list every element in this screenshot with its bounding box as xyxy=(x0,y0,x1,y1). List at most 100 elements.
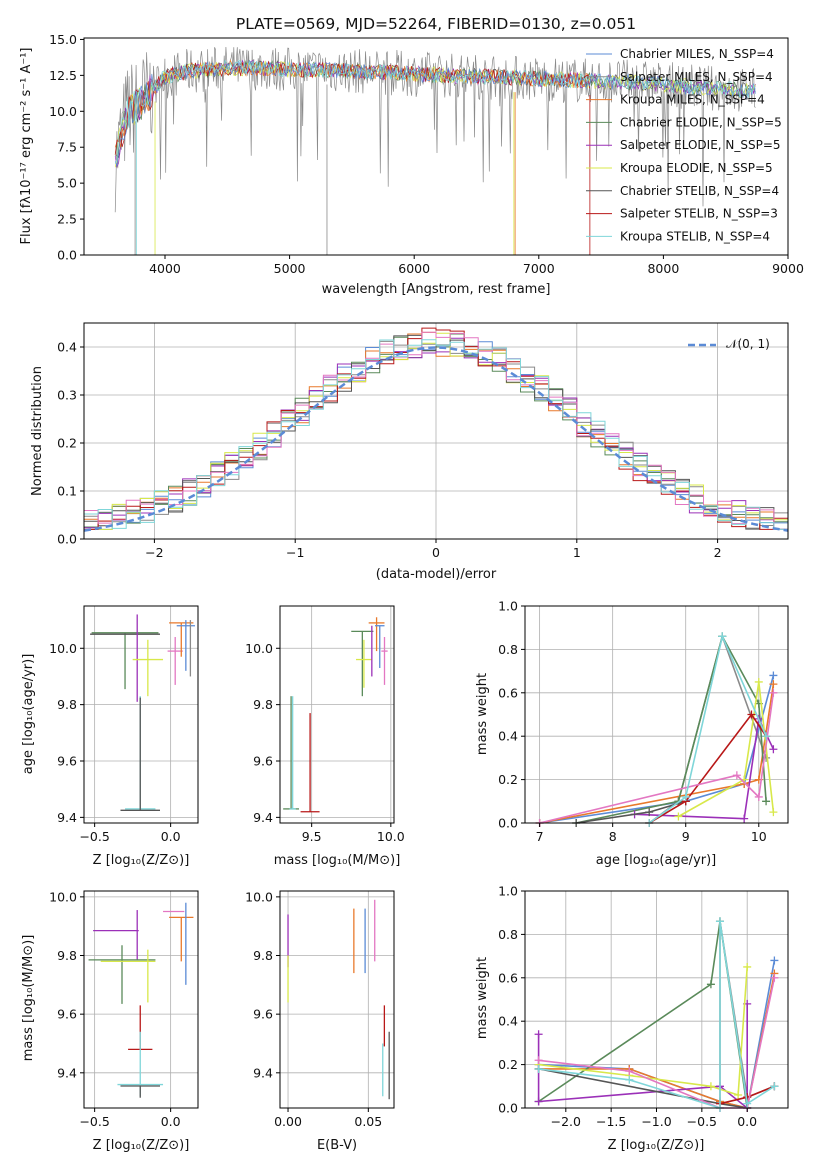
y-tick-label: 0.4 xyxy=(498,1014,518,1029)
x-tick-label: 0.05 xyxy=(354,1114,382,1129)
weight-marker xyxy=(740,814,749,823)
weight-marker xyxy=(534,1030,543,1039)
x-tick-label: 9.5 xyxy=(302,829,322,844)
y-tick-label: 0.0 xyxy=(498,1101,518,1116)
weight-marker xyxy=(732,771,741,780)
weight-marker xyxy=(706,980,715,989)
y-tick-label: 10.0 xyxy=(49,104,77,119)
legend-label: Salpeter ELODIE, N_SSP=5 xyxy=(620,138,781,152)
weight-marker xyxy=(769,745,778,754)
legend-label: Salpeter MILES, N_SSP=4 xyxy=(620,70,773,84)
y-tick-label: 9.6 xyxy=(253,754,273,769)
y-tick-label: 2.5 xyxy=(57,212,77,227)
spectrum-frame xyxy=(83,37,789,256)
x-tick-label: −1.5 xyxy=(596,1114,626,1129)
y-tick-label: 7.5 xyxy=(57,140,77,155)
weight-marker xyxy=(769,688,778,697)
x-tick-label: 0.0 xyxy=(161,1114,181,1129)
weight-marker xyxy=(534,1064,543,1073)
weight-marker xyxy=(625,1067,634,1076)
x-tick-label: −0.5 xyxy=(79,1114,109,1129)
weight-marker xyxy=(718,632,727,641)
weight-line xyxy=(648,633,767,824)
y-tick-label: 10.0 xyxy=(245,641,273,656)
mass-vs-ebv-panel: 0.00 0.05 9.4 9.6 9.8 10.0 E(B-V) xyxy=(245,889,395,1153)
x-tick-label: 5000 xyxy=(274,261,306,276)
y-tick-label: 12.5 xyxy=(49,68,77,83)
x-tick-label: 10.0 xyxy=(377,829,405,844)
spectrum-line xyxy=(114,59,756,164)
weight-marker xyxy=(762,732,771,741)
weight-line xyxy=(539,692,775,824)
x-tick-label: 0.0 xyxy=(161,829,181,844)
age-mass-frame xyxy=(279,605,395,824)
weight-marker xyxy=(715,917,724,926)
age-vs-metallicity-panel: −0.5 0.0 9.4 9.6 9.8 10.0 Z [log₁₀(Z/Z⊙)] age… xyxy=(21,605,199,868)
x-tick-label: −2 xyxy=(145,545,163,560)
x-tick-label: 10 xyxy=(751,829,767,844)
spectrum-ylabel: Flux [fλ10⁻¹⁷ erg cm⁻² s⁻¹ A⁻¹] xyxy=(19,48,34,245)
residual-legend: 𝒩(0, 1) xyxy=(688,337,770,351)
weight-age-frame xyxy=(524,605,789,824)
weight-marker xyxy=(769,671,778,680)
y-tick-label: 9.4 xyxy=(253,1065,273,1080)
y-tick-label: 9.4 xyxy=(57,1065,77,1080)
y-tick-label: 1.0 xyxy=(498,884,518,899)
y-tick-label: 0.2 xyxy=(498,1057,518,1072)
mass-ebv-xlabel: E(B-V) xyxy=(317,1138,357,1153)
y-tick-label: 10.0 xyxy=(245,889,273,904)
weight-marker xyxy=(769,808,778,817)
spectrum-title: PLATE=0569, MJD=52264, FIBERID=0130, z=0… xyxy=(236,15,636,33)
x-tick-label: −1 xyxy=(286,545,304,560)
weight-vs-age-panel: 7 8 9 10 0.0 0.2 0.4 0.6 0.8 1.0 age [log₁₀(age/y… xyxy=(475,599,789,868)
x-tick-label: 1 xyxy=(573,545,581,560)
weight-marker xyxy=(534,1056,543,1065)
weight-z-ylabel: mass weight xyxy=(475,957,490,1039)
age-z-xlabel: Z [log₁₀(Z/Z⊙)] xyxy=(93,853,190,868)
y-tick-label: 0.2 xyxy=(57,436,77,451)
legend-label: Chabrier STELIB, N_SSP=4 xyxy=(620,184,779,198)
y-tick-label: 0.0 xyxy=(57,248,77,263)
weight-line xyxy=(539,675,775,824)
weight-marker xyxy=(770,956,779,965)
x-tick-label: 6000 xyxy=(398,261,430,276)
y-tick-label: 0.8 xyxy=(498,927,518,942)
y-tick-label: 1.0 xyxy=(498,599,518,614)
weight-marker xyxy=(706,1082,715,1091)
y-tick-label: 0.3 xyxy=(57,388,77,403)
weight-marker xyxy=(674,812,683,821)
spectrum-line xyxy=(114,60,756,167)
weight-marker xyxy=(770,973,779,982)
mass-ebv-frame xyxy=(279,890,395,1109)
weight-line xyxy=(634,716,775,820)
weight-marker xyxy=(743,962,752,971)
weight-marker xyxy=(534,1097,543,1106)
weight-marker xyxy=(754,792,763,801)
legend-label: Chabrier ELODIE, N_SSP=5 xyxy=(620,115,782,129)
weight-age-ylabel: mass weight xyxy=(475,673,490,755)
weight-marker xyxy=(770,1082,779,1091)
weight-line xyxy=(539,683,775,824)
y-tick-label: 15.0 xyxy=(49,32,77,47)
x-tick-label: 0.0 xyxy=(737,1114,757,1129)
x-tick-label: 0.00 xyxy=(274,1114,302,1129)
weight-marker xyxy=(645,808,654,817)
y-tick-label: 9.4 xyxy=(253,810,273,825)
y-tick-label: 0.8 xyxy=(498,642,518,657)
spectrum-legend: Chabrier MILES, N_SSP=4 Salpeter MILES, N… xyxy=(586,47,782,243)
gaussian-curve xyxy=(83,346,789,532)
residual-xlabel: (data-model)/error xyxy=(376,567,497,582)
age-vs-mass-panel: 9.5 10.0 9.4 9.6 9.8 10.0 mass [log₁₀(M/M⊙)] xyxy=(245,605,405,868)
weight-age-xlabel: age [log₁₀(age/yr)] xyxy=(596,853,717,868)
x-tick-label: 9000 xyxy=(772,261,804,276)
weight-line xyxy=(538,921,775,1110)
weight-marker xyxy=(754,677,763,686)
gaussian-legend-label: 𝒩(0, 1) xyxy=(726,337,770,351)
weight-marker xyxy=(747,710,756,719)
y-tick-label: 10.0 xyxy=(49,889,77,904)
x-tick-label: 8000 xyxy=(647,261,679,276)
weight-line xyxy=(648,713,767,824)
y-tick-label: 0.6 xyxy=(498,970,518,985)
x-tick-label: 8 xyxy=(609,829,617,844)
